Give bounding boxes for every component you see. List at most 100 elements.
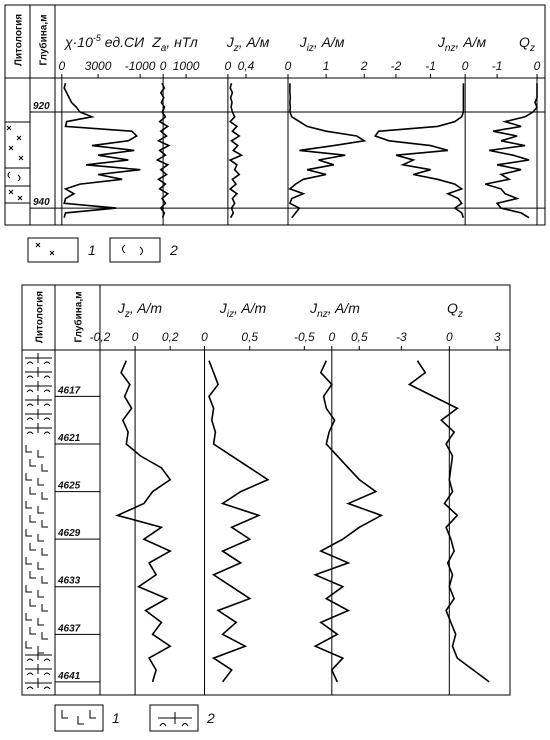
- track-title: Qz: [447, 300, 463, 320]
- title-unit: , A/m: [328, 300, 360, 316]
- tick-label: 1000: [173, 59, 200, 73]
- pattern-cross: [158, 712, 192, 727]
- tick-label: 0: [160, 59, 167, 73]
- tick-label: -1000: [125, 59, 156, 73]
- title-unit: , A/m: [234, 300, 266, 316]
- tick-label: 0,2: [162, 330, 179, 344]
- depth-label: 4625: [57, 481, 81, 492]
- title-subscript: iz: [227, 309, 234, 320]
- pattern-l: [25, 445, 48, 654]
- title-subscript: nz: [445, 43, 456, 54]
- depth-label: 4641: [57, 671, 81, 682]
- title-main: Q: [519, 34, 530, 50]
- title-main: J: [226, 34, 235, 50]
- depth-label: 4617: [57, 385, 81, 396]
- lithology-header: Литология: [14, 14, 25, 66]
- log-curve: [407, 360, 490, 683]
- depth-header: Глубина,м: [38, 14, 50, 65]
- track-title: Jiz, A/m: [219, 300, 267, 320]
- tick-label: 0,4: [238, 59, 255, 73]
- track-title: Jnz, А/м: [437, 34, 487, 54]
- track-title: Za, нТл: [151, 34, 198, 54]
- tick-label: -2: [391, 59, 402, 73]
- tick-label: 3000: [85, 59, 112, 73]
- title-main: J: [219, 300, 228, 316]
- title-main: J: [117, 300, 126, 316]
- legend-label: 2: [169, 242, 178, 258]
- tick-label: 2: [360, 59, 368, 73]
- pattern-curly: [7, 171, 21, 182]
- tick-label: 0: [132, 330, 139, 344]
- tick-label: -3: [396, 330, 407, 344]
- tick-label: 0,5: [351, 330, 368, 344]
- legend-box: [149, 704, 199, 732]
- pattern-l: [61, 710, 96, 725]
- depth-label: 4637: [57, 623, 81, 634]
- title-subscript: z: [233, 43, 239, 54]
- pattern-cross: [25, 353, 52, 690]
- legend-label: 1: [88, 242, 96, 258]
- pattern-curly: [122, 244, 143, 256]
- log-curve: [313, 360, 384, 683]
- depth-label: 4621: [57, 433, 81, 444]
- depth-label: 4629: [57, 528, 81, 539]
- log-curve: [155, 82, 171, 218]
- tick-label: 1: [323, 59, 330, 73]
- tick-label: 3: [494, 330, 501, 344]
- legend-box: [27, 237, 79, 263]
- log-curve: [115, 360, 172, 683]
- legend-label: 2: [206, 710, 215, 726]
- log-curve: [63, 82, 141, 218]
- tick-label: -0,2: [90, 330, 111, 344]
- legend-box: [109, 237, 161, 263]
- tick-label: 0: [534, 59, 541, 73]
- title-subscript: nz: [317, 309, 328, 320]
- log-curve: [484, 83, 538, 219]
- log-curve: [288, 83, 367, 219]
- title-unit: ед.СИ: [101, 34, 145, 50]
- tick-label: 0,5: [241, 330, 258, 344]
- depth-label: 940: [33, 197, 50, 208]
- tick-label: 0: [225, 59, 232, 73]
- title-subscript: z: [457, 309, 463, 320]
- tick-label: 0: [285, 59, 292, 73]
- legend-symbols: [27, 237, 199, 732]
- pattern-x: [35, 242, 55, 256]
- lithology-header: Литология: [35, 291, 46, 343]
- title-main: J: [309, 300, 318, 316]
- title-main: χ·10: [63, 34, 93, 50]
- log-curve: [373, 83, 465, 218]
- tick-label: -1: [492, 59, 503, 73]
- track-title: Jiz, А/м: [299, 34, 345, 54]
- track-title: Qz: [519, 34, 535, 54]
- lithology-patterns: [5, 121, 30, 204]
- tick-label: 0: [201, 330, 208, 344]
- title-unit: , А/м: [239, 34, 270, 50]
- legend-label: 1: [112, 710, 120, 726]
- title-main: J: [299, 34, 308, 50]
- track-title: Jz, А/м: [226, 34, 270, 54]
- tick-label: 0: [328, 330, 335, 344]
- log-curve: [208, 360, 270, 683]
- depth-header: Глубина,м: [73, 291, 85, 342]
- legend-box: [54, 704, 104, 732]
- tick-label: -0,5: [294, 330, 315, 344]
- title-subscript: a: [161, 43, 167, 54]
- tick-label: 0: [462, 59, 469, 73]
- tick-label: 0: [58, 59, 65, 73]
- depth-label: 920: [33, 101, 50, 112]
- lithology-borders: [5, 121, 30, 204]
- track-title: χ·10-5 ед.СИ: [63, 33, 145, 50]
- panel-frame: [4, 4, 546, 226]
- title-unit: , А/м: [314, 34, 345, 50]
- tick-label: 0: [446, 330, 453, 344]
- title-unit: , А/м: [455, 34, 486, 50]
- title-subscript: iz: [307, 43, 314, 54]
- depth-label: 4633: [57, 576, 81, 587]
- track-title: Jz, A/m: [117, 300, 162, 320]
- title-subscript: z: [529, 43, 535, 54]
- title-main: Z: [151, 34, 161, 50]
- log-curve: [228, 82, 244, 219]
- title-superscript: -5: [93, 33, 102, 43]
